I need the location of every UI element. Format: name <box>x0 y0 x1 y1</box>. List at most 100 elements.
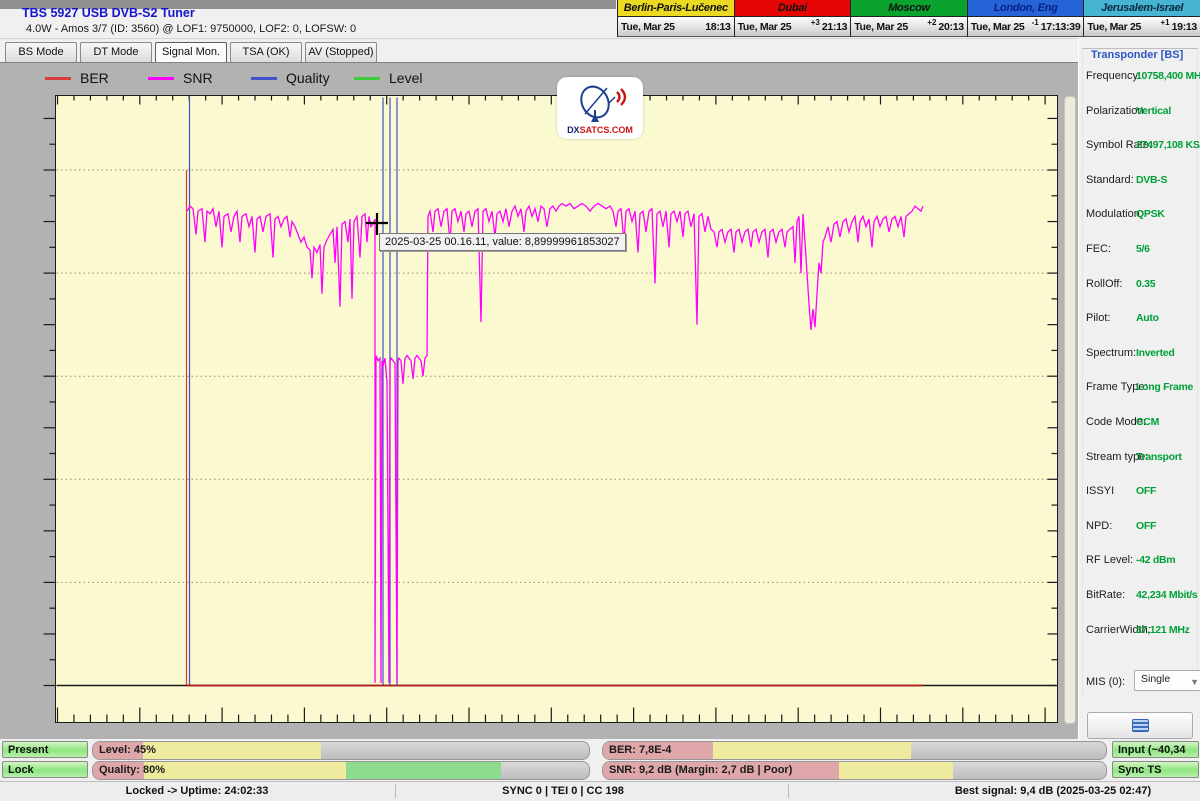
legend-item-ber: BER <box>45 70 136 86</box>
transponder-value-12: OFF <box>1136 485 1157 498</box>
clock-city-label: Berlin-Paris-Lučenec <box>618 0 734 17</box>
transponder-value-16: 37,121 MHz <box>1136 623 1190 636</box>
input-bitrate-indicator: Input (~40,34 Mbps) <box>1112 741 1199 772</box>
signal-chart[interactable]: 0246810 <box>40 90 1070 730</box>
level-bar-segment <box>143 742 322 759</box>
app-title: TBS 5927 USB DVB-S2 Tuner <box>22 6 195 20</box>
world-clocks: Berlin-Paris-Lučenec Tue, Mar 25 18:13 Duba… <box>617 0 1200 37</box>
legend-label: BER <box>80 70 109 86</box>
transponder-label-7: Pilot: <box>1086 312 1111 325</box>
clock-dubai: Dubai Tue, Mar 25 +3 21:13 <box>733 0 851 37</box>
stream-list-button[interactable] <box>1087 712 1193 739</box>
transponder-groupbox: Transponder [BS] <box>1082 48 1198 697</box>
level-bar-label: Level: 45% <box>99 744 156 756</box>
status-best-signal: Best signal: 9,4 dB (2025-03-25 02:47) <box>954 785 1152 797</box>
level-line-swatch <box>354 76 380 80</box>
quality-bar-label: Quality: 80% <box>99 764 166 776</box>
snr-bar-segment <box>603 762 839 779</box>
transponder-value-2: 27497,108 KS/s <box>1136 139 1200 152</box>
transponder-value-10: CCM <box>1136 416 1160 428</box>
ber-bar-segment <box>713 742 911 759</box>
list-icon <box>1131 719 1149 732</box>
transponder-label-11: Stream type: <box>1086 450 1149 463</box>
clock-time: Tue, Mar 25 18:13 <box>618 17 734 37</box>
legend-item-level: Level <box>354 70 445 86</box>
transponder-label-0: Frequency: <box>1086 70 1142 82</box>
transponder-label-9: Frame Type: <box>1086 381 1148 394</box>
transponder-value-15: 42,234 Mbit/s <box>1136 589 1198 601</box>
mis-label: MIS (0): <box>1086 676 1126 688</box>
transponder-label-12: ISSYI <box>1086 485 1115 498</box>
ber-bar: BER: 7,8E-4 <box>602 741 1107 760</box>
clock-london-eng: London, Eng Tue, Mar 25 -1 17:13:39 <box>966 0 1084 37</box>
transponder-value-8: Inverted <box>1136 346 1175 359</box>
transponder-value-14: -42 dBm <box>1136 554 1176 567</box>
transponder-label-8: Spectrum: <box>1086 346 1137 359</box>
transponder-value-4: QPSK <box>1136 208 1165 221</box>
transponder-label-3: Standard: <box>1086 173 1134 186</box>
transponder-value-3: DVB-S <box>1136 173 1168 186</box>
chart-legend: BER SNR Quality Level <box>45 70 457 86</box>
transponder-label-15: BitRate: <box>1086 589 1126 601</box>
status-separator <box>395 784 396 798</box>
clock-time: Tue, Mar 25 +1 19:13 <box>1084 17 1200 37</box>
ber-line-swatch <box>45 76 71 80</box>
satellite-info: 4.0W - Amos 3/7 (ID: 3560) @ LOF1: 97500… <box>26 23 357 35</box>
transponder-groupbox-title: Transponder [BS] <box>1088 49 1187 61</box>
tab-av-stopped-[interactable]: AV (Stopped) <box>305 42 377 63</box>
legend-item-snr: SNR <box>148 70 239 86</box>
status-bar: Locked -> Uptime: 24:02:33 SYNC 0 | TEI … <box>0 781 1200 801</box>
transponder-value-1: Vertical <box>1136 104 1171 117</box>
transponder-value-13: OFF <box>1136 519 1157 532</box>
tab-signal-mon-[interactable]: Signal Mon. <box>155 42 227 63</box>
mis-dropdown-value: Single <box>1141 673 1171 685</box>
quality-line-swatch <box>251 76 277 80</box>
legend-item-quality: Quality <box>251 70 342 86</box>
sync-ts-indicator: Sync TS <box>1112 761 1199 778</box>
clock-city-label: Moscow <box>851 0 967 17</box>
quality-bar-segment <box>144 762 346 779</box>
transponder-label-10: Code Mode: <box>1086 416 1146 428</box>
clock-time: Tue, Mar 25 -1 17:13:39 <box>967 17 1084 37</box>
transponder-label-1: Polarization: <box>1086 104 1147 117</box>
dxsatcs-logo: DXSATCS.COM <box>557 77 643 139</box>
window-top-edge <box>0 0 616 9</box>
snr-bar-label: SNR: 9,2 dB (Margin: 2,7 dB | Poor) <box>609 764 793 776</box>
clock-berlin-paris-lu-enec: Berlin-Paris-Lučenec Tue, Mar 25 18:13 <box>617 0 734 37</box>
clock-city-label: Dubai <box>734 0 851 17</box>
tab-bs-mode[interactable]: BS Mode <box>5 42 77 63</box>
clock-city-label: London, Eng <box>967 0 1084 17</box>
level-bar-segment <box>93 742 144 759</box>
chevron-down-icon: ▼ <box>1190 677 1199 687</box>
clock-time: Tue, Mar 25 +2 20:13 <box>851 17 967 37</box>
transponder-label-16: CarrierWidth: <box>1086 623 1151 636</box>
legend-label: Level <box>389 70 423 86</box>
quality-bar-segment <box>93 762 145 779</box>
logo-text: DXSATCS.COM <box>567 125 633 135</box>
clock-time: Tue, Mar 25 +3 21:13 <box>734 17 851 37</box>
status-separator <box>788 784 789 798</box>
transponder-value-11: Transport <box>1136 450 1182 463</box>
mis-dropdown[interactable]: Single ▼ <box>1134 670 1200 691</box>
chart-scrollbar[interactable] <box>1064 96 1076 724</box>
legend-label: Quality <box>286 70 330 86</box>
chart-tooltip: 2025-03-25 00.16.11, value: 8,8999996185… <box>379 233 626 251</box>
clock-city-label: Jerusalem-Israel <box>1084 0 1200 17</box>
tab-tsa-ok-[interactable]: TSA (OK) <box>230 42 302 63</box>
header-divider <box>0 38 1078 39</box>
status-sync-counters: SYNC 0 | TEI 0 | CC 198 <box>502 785 624 797</box>
lock-indicator: Lock <box>2 761 88 778</box>
mode-tabs: BS Mode DT Mode Signal Mon. TSA (OK) AV (Sto… <box>5 42 377 63</box>
quality-bar-segment <box>345 762 502 779</box>
transponder-label-13: NPD: <box>1086 519 1113 532</box>
ber-bar-label: BER: 7,8E-4 <box>609 744 672 756</box>
transponder-value-7: Auto <box>1136 312 1159 325</box>
transponder-label-4: Modulation: <box>1086 208 1143 221</box>
transponder-label-6: RollOff: <box>1086 277 1123 290</box>
tab-dt-mode[interactable]: DT Mode <box>80 42 152 63</box>
satellite-dish-icon <box>580 85 627 122</box>
ber-bar-segment <box>603 742 714 759</box>
clock-jerusalem-israel: Jerusalem-Israel Tue, Mar 25 +1 19:13 <box>1083 0 1200 37</box>
clock-moscow: Moscow Tue, Mar 25 +2 20:13 <box>850 0 967 37</box>
transponder-value-0: 10758,400 MHz <box>1136 70 1200 82</box>
